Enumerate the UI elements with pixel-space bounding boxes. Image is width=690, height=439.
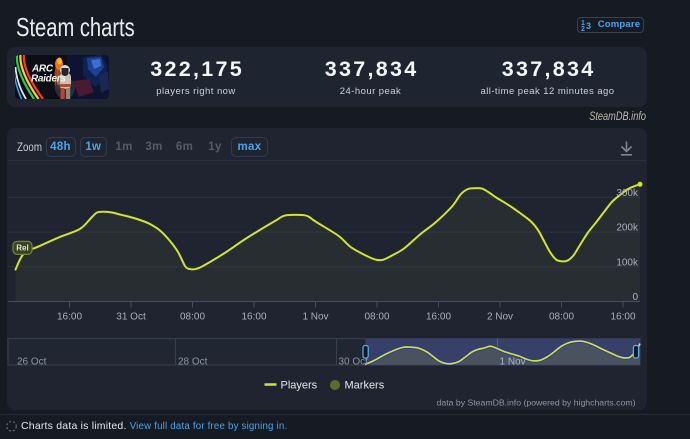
svg-text:08:00: 08:00 — [180, 312, 205, 323]
svg-text:30 Oct: 30 Oct — [339, 357, 369, 368]
svg-text:31 Oct: 31 Oct — [116, 312, 146, 323]
svg-text:Raiders: Raiders — [31, 74, 66, 85]
svg-text:16:00: 16:00 — [426, 312, 451, 323]
svg-text:3: 3 — [586, 21, 591, 31]
svg-text:Markers: Markers — [345, 380, 385, 392]
svg-text:Rel: Rel — [16, 244, 28, 253]
svg-text:08:00: 08:00 — [549, 312, 574, 323]
svg-text:Players: Players — [281, 380, 318, 392]
svg-text:ARC: ARC — [31, 64, 54, 75]
svg-text:2 Nov: 2 Nov — [487, 312, 513, 323]
svg-text:08:00: 08:00 — [364, 312, 389, 323]
svg-text:1 Nov: 1 Nov — [500, 357, 526, 368]
svg-text:1 Nov: 1 Nov — [302, 312, 328, 323]
svg-text:28 Oct: 28 Oct — [178, 357, 208, 368]
svg-text:26 Oct: 26 Oct — [17, 357, 47, 368]
svg-text:16:00: 16:00 — [610, 312, 635, 323]
svg-text:1: 1 — [581, 20, 585, 27]
svg-text:0: 0 — [632, 292, 638, 303]
svg-text:data by SteamDB.info (powered: data by SteamDB.info (powered by highcha… — [437, 398, 636, 408]
svg-text:100k: 100k — [616, 257, 639, 268]
svg-text:300k: 300k — [616, 188, 639, 199]
svg-text:16:00: 16:00 — [57, 312, 82, 323]
svg-text:200k: 200k — [616, 223, 639, 234]
svg-text:16:00: 16:00 — [241, 312, 266, 323]
svg-text:2: 2 — [581, 26, 585, 31]
